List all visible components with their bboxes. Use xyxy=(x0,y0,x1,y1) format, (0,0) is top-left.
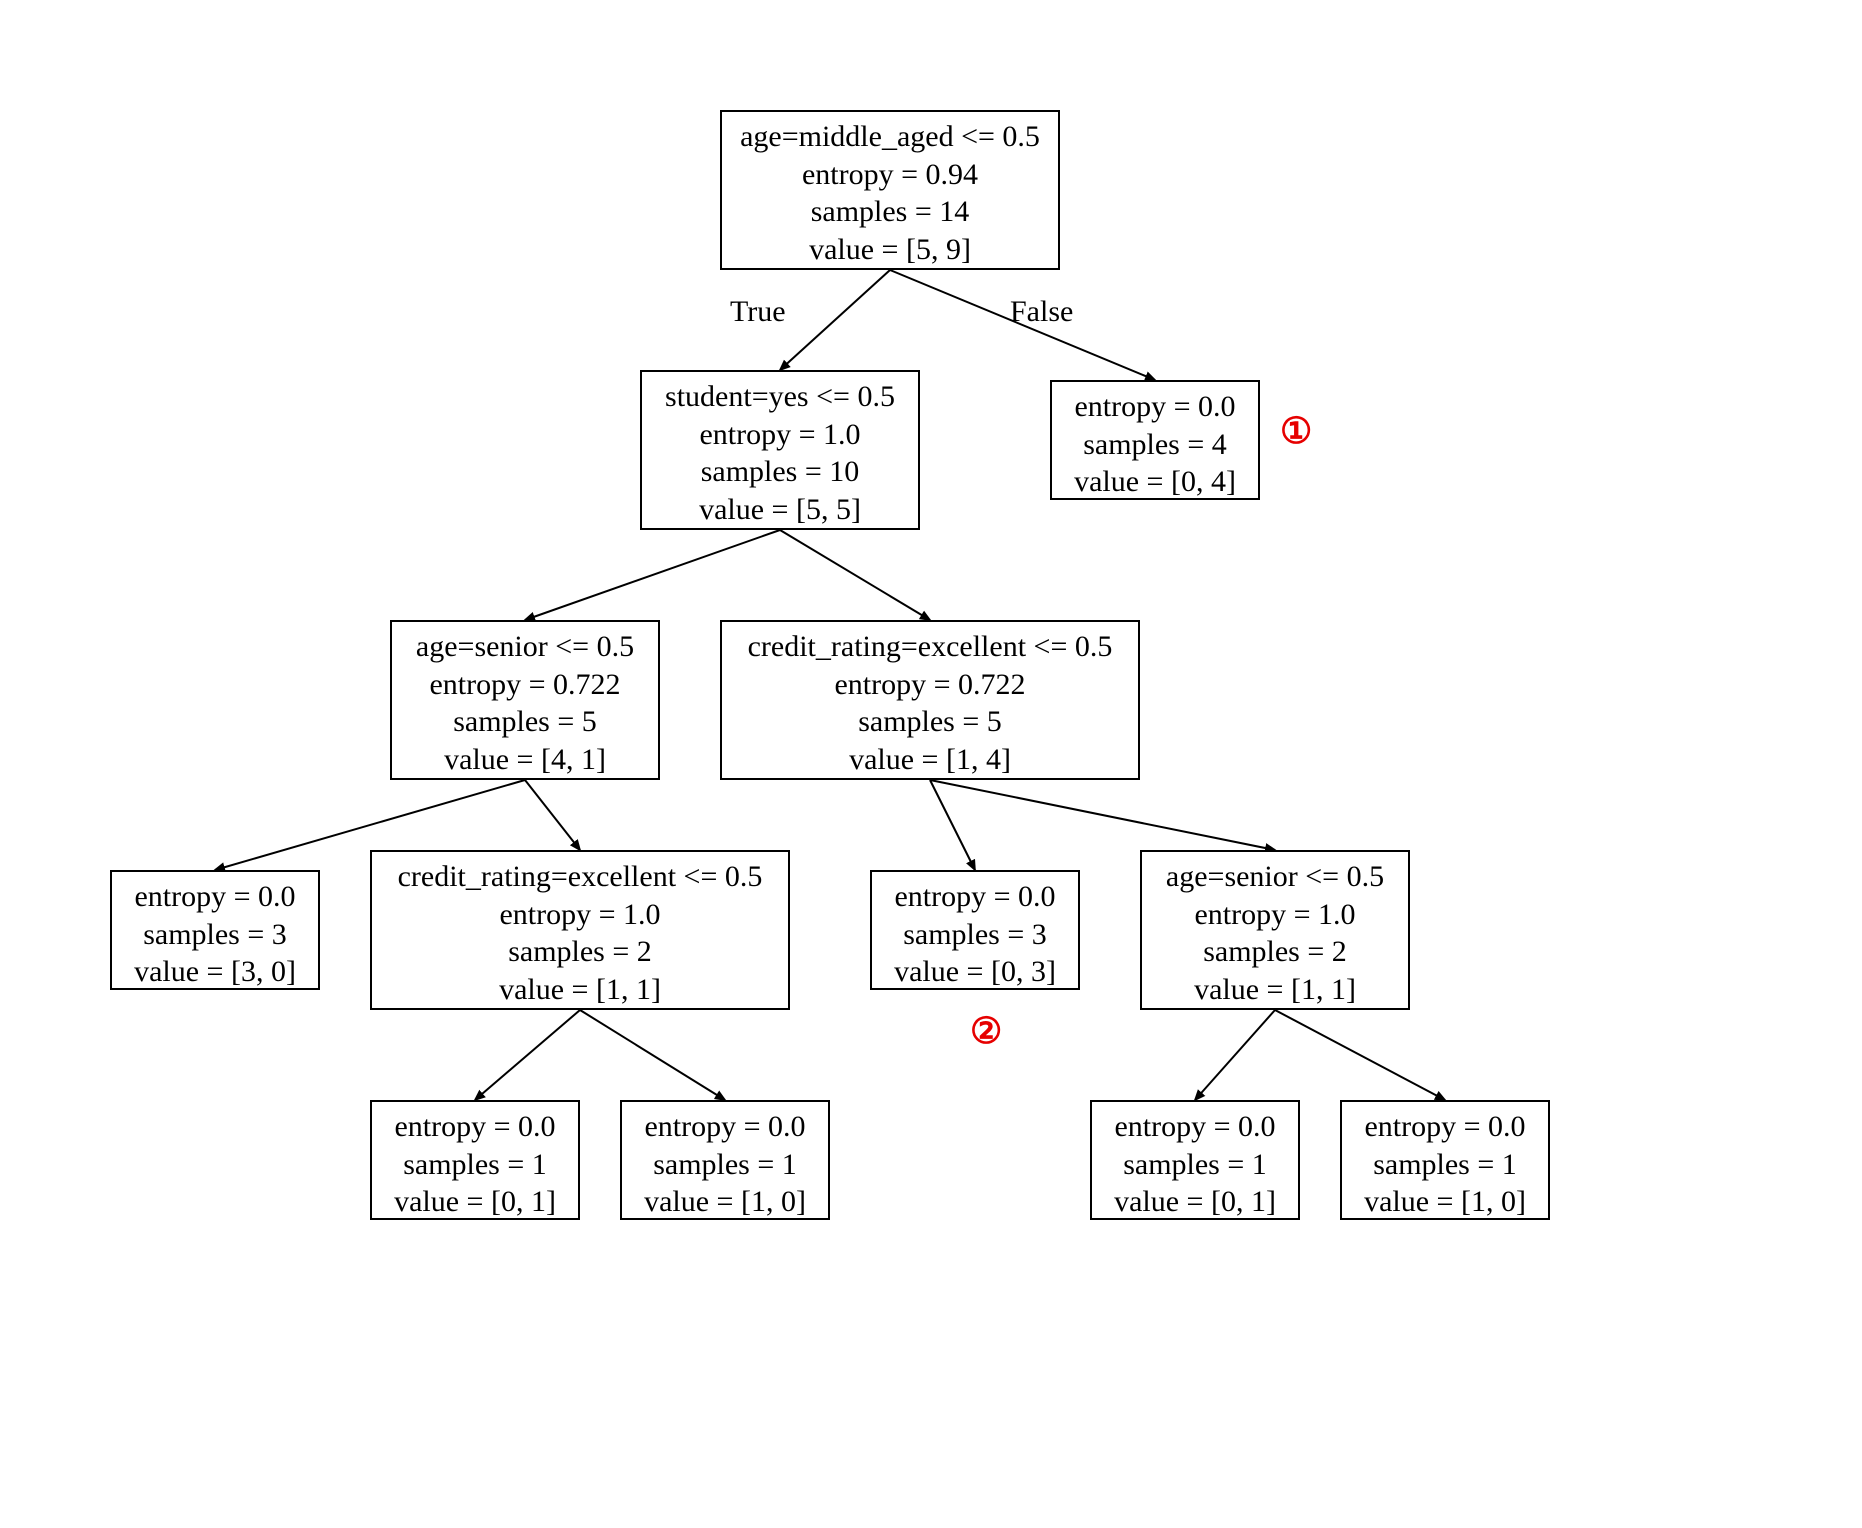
tree-node-line: entropy = 0.0 xyxy=(1062,388,1248,426)
tree-node-line: entropy = 0.0 xyxy=(632,1108,818,1146)
tree-edge xyxy=(525,780,580,850)
tree-node-line: credit_rating=excellent <= 0.5 xyxy=(382,858,778,896)
tree-node-line: value = [5, 5] xyxy=(652,491,908,529)
tree-node-line: entropy = 0.0 xyxy=(382,1108,568,1146)
tree-edge xyxy=(780,270,890,370)
tree-node-root: age=middle_aged <= 0.5entropy = 0.94samp… xyxy=(720,110,1060,270)
tree-node: credit_rating=excellent <= 0.5entropy = … xyxy=(720,620,1140,780)
tree-node-line: credit_rating=excellent <= 0.5 xyxy=(732,628,1128,666)
edge-label-true: True xyxy=(730,295,786,329)
tree-node-line: entropy = 0.0 xyxy=(882,878,1068,916)
tree-node: student=yes <= 0.5entropy = 1.0samples =… xyxy=(640,370,920,530)
tree-node: age=senior <= 0.5entropy = 0.722samples … xyxy=(390,620,660,780)
tree-node-line: samples = 5 xyxy=(402,703,648,741)
tree-node-line: samples = 3 xyxy=(122,916,308,954)
tree-node-line: entropy = 0.0 xyxy=(1102,1108,1288,1146)
tree-node: age=senior <= 0.5entropy = 1.0samples = … xyxy=(1140,850,1410,1010)
tree-node-line: samples = 5 xyxy=(732,703,1128,741)
tree-node-line: value = [1, 0] xyxy=(632,1183,818,1221)
tree-node-leaf: entropy = 0.0samples = 1value = [0, 1] xyxy=(370,1100,580,1220)
tree-node-line: samples = 2 xyxy=(382,933,778,971)
tree-node-line: samples = 3 xyxy=(882,916,1068,954)
tree-node-line: samples = 14 xyxy=(732,193,1048,231)
tree-node-line: entropy = 0.722 xyxy=(732,666,1128,704)
tree-edge xyxy=(475,1010,580,1100)
tree-edge xyxy=(1275,1010,1445,1100)
tree-node-leaf: entropy = 0.0samples = 1value = [0, 1] xyxy=(1090,1100,1300,1220)
tree-edge xyxy=(930,780,1275,850)
annotation-circled-2: ② xyxy=(970,1010,1002,1052)
tree-edge xyxy=(525,530,780,620)
tree-node-line: samples = 10 xyxy=(652,453,908,491)
tree-node-line: samples = 1 xyxy=(382,1146,568,1184)
decision-tree-diagram: age=middle_aged <= 0.5entropy = 0.94samp… xyxy=(0,0,1862,1528)
tree-node-leaf: entropy = 0.0samples = 1value = [1, 0] xyxy=(1340,1100,1550,1220)
tree-node-line: value = [1, 4] xyxy=(732,741,1128,779)
tree-node-line: samples = 1 xyxy=(1102,1146,1288,1184)
tree-edge xyxy=(930,780,975,870)
edge-label-false: False xyxy=(1010,295,1073,329)
tree-edge xyxy=(780,530,930,620)
tree-node-line: samples = 4 xyxy=(1062,426,1248,464)
tree-node-line: value = [4, 1] xyxy=(402,741,648,779)
annotation-circled-1: ① xyxy=(1280,410,1312,452)
tree-node-line: samples = 2 xyxy=(1152,933,1398,971)
tree-node-line: value = [0, 3] xyxy=(882,953,1068,991)
tree-node-line: entropy = 1.0 xyxy=(652,416,908,454)
tree-node-line: entropy = 0.0 xyxy=(1352,1108,1538,1146)
tree-node-line: entropy = 0.722 xyxy=(402,666,648,704)
tree-node-line: value = [1, 1] xyxy=(1152,971,1398,1009)
tree-node: credit_rating=excellent <= 0.5entropy = … xyxy=(370,850,790,1010)
tree-node-line: entropy = 0.94 xyxy=(732,156,1048,194)
tree-node-line: age=middle_aged <= 0.5 xyxy=(732,118,1048,156)
tree-node-line: value = [0, 1] xyxy=(382,1183,568,1221)
tree-node-line: age=senior <= 0.5 xyxy=(402,628,648,666)
tree-node-leaf: entropy = 0.0samples = 1value = [1, 0] xyxy=(620,1100,830,1220)
tree-node-line: entropy = 0.0 xyxy=(122,878,308,916)
tree-node-line: entropy = 1.0 xyxy=(382,896,778,934)
tree-node-leaf: entropy = 0.0samples = 3value = [3, 0] xyxy=(110,870,320,990)
tree-edge xyxy=(580,1010,725,1100)
tree-node-line: value = [0, 4] xyxy=(1062,463,1248,501)
tree-node-line: samples = 1 xyxy=(1352,1146,1538,1184)
tree-node-line: samples = 1 xyxy=(632,1146,818,1184)
tree-node-leaf: entropy = 0.0samples = 3value = [0, 3] xyxy=(870,870,1080,990)
tree-node-line: value = [1, 1] xyxy=(382,971,778,1009)
tree-node-line: value = [3, 0] xyxy=(122,953,308,991)
tree-node-line: entropy = 1.0 xyxy=(1152,896,1398,934)
tree-node-leaf: entropy = 0.0samples = 4value = [0, 4] xyxy=(1050,380,1260,500)
tree-node-line: student=yes <= 0.5 xyxy=(652,378,908,416)
tree-node-line: value = [1, 0] xyxy=(1352,1183,1538,1221)
tree-node-line: age=senior <= 0.5 xyxy=(1152,858,1398,896)
tree-node-line: value = [5, 9] xyxy=(732,231,1048,269)
tree-node-line: value = [0, 1] xyxy=(1102,1183,1288,1221)
tree-edge xyxy=(1195,1010,1275,1100)
